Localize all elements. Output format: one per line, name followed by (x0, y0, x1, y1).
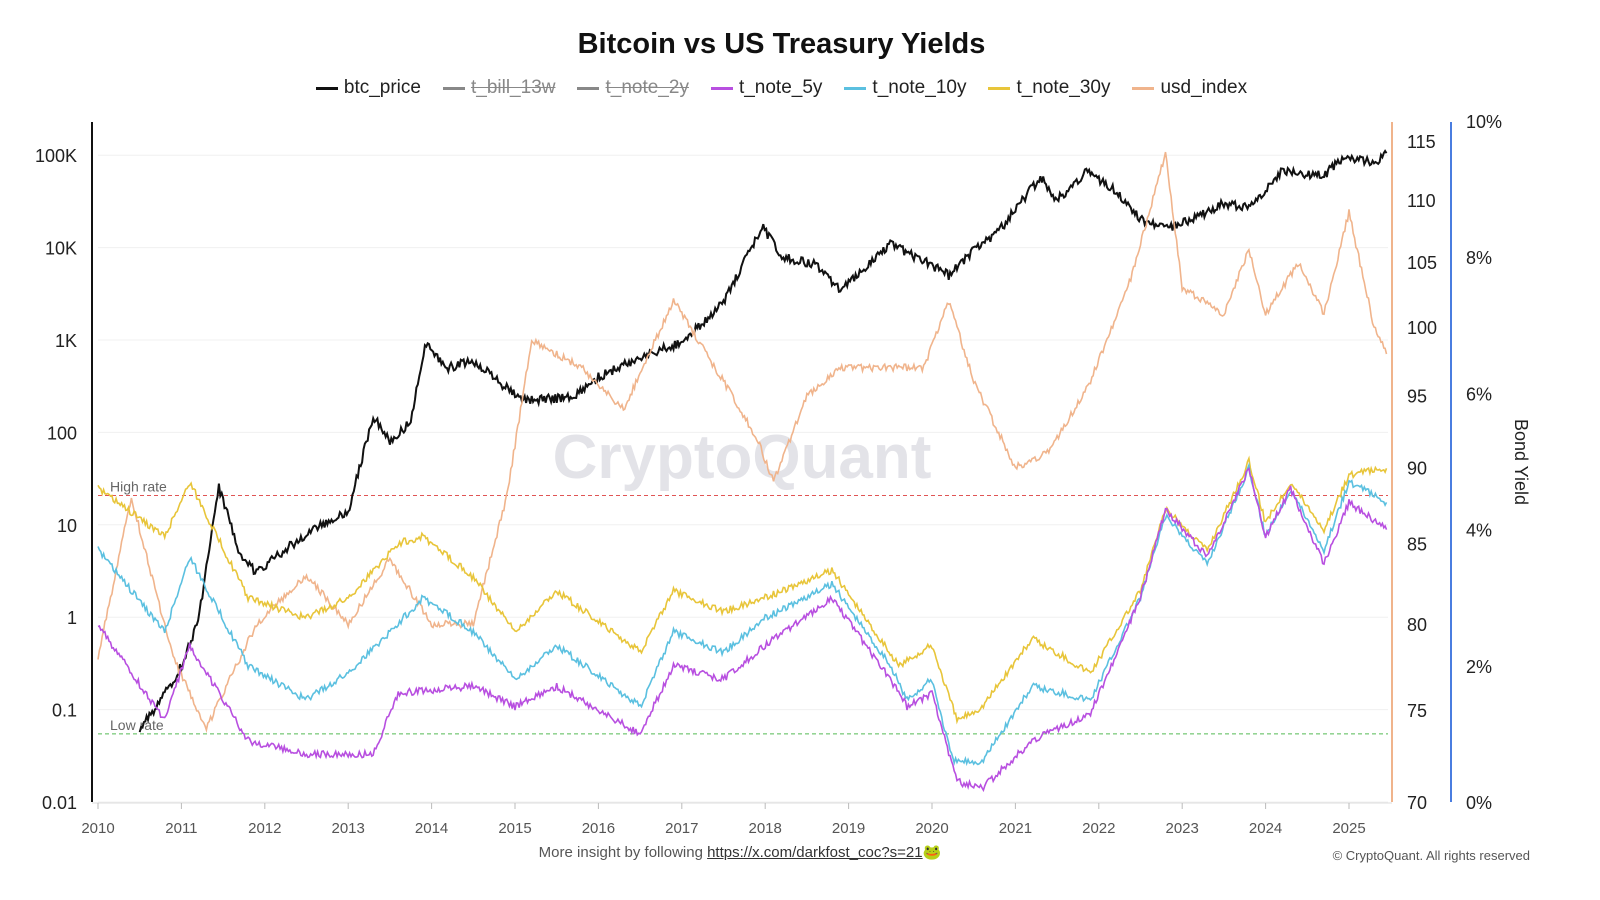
legend-item-t_note_2y[interactable]: t_note_2y (577, 77, 689, 99)
yield-tick-label: 4% (1466, 521, 1492, 541)
x-tick-label: 2021 (999, 820, 1032, 837)
x-tick-label: 2024 (1249, 820, 1282, 837)
legend-label: btc_price (343, 77, 421, 98)
yield-axis-label: Bond Yield (1511, 419, 1531, 505)
legend-item-usd_index[interactable]: usd_index (1132, 77, 1247, 99)
legend-item-t_note_10y[interactable]: t_note_10y (844, 77, 966, 99)
chart-title: Bitcoin vs US Treasury Yields (577, 28, 986, 60)
x-tick-label: 2015 (498, 820, 531, 837)
legend-item-t_note_30y[interactable]: t_note_30y (988, 77, 1110, 99)
copyright: © CryptoQuant. All rights reserved (1332, 848, 1530, 863)
left-tick-label: 0.1 (52, 701, 77, 721)
legend-label: usd_index (1160, 77, 1248, 98)
series-line-usd_index (97, 151, 1388, 734)
x-tick-label: 2012 (248, 820, 281, 837)
usd-tick-label: 90 (1407, 458, 1427, 478)
legend-label: t_note_30y (1016, 77, 1111, 98)
x-tick-label: 2013 (332, 820, 365, 837)
x-tick-label: 2016 (582, 820, 615, 837)
legend-swatch (315, 86, 338, 90)
legend-item-t_bill_13w[interactable]: t_bill_13w (442, 77, 556, 99)
series-line-t_note_5y (97, 467, 1388, 793)
usd-tick-label: 110 (1407, 191, 1436, 211)
usd-tick-label: 100 (1407, 318, 1437, 338)
x-tick-label: 2017 (665, 820, 698, 837)
x-tick-label: 2023 (1166, 820, 1199, 837)
yield-tick-label: 10% (1466, 112, 1502, 132)
watermark: CryptoQuant (553, 423, 932, 492)
usd-tick-label: 80 (1407, 615, 1427, 635)
series-line-btc_price (138, 149, 1388, 733)
x-tick-label: 2011 (165, 820, 197, 837)
x-tick-label: 2010 (81, 820, 114, 837)
usd-tick-label: 70 (1407, 793, 1427, 813)
usd-tick-label: 105 (1407, 253, 1437, 273)
usd-tick-label: 85 (1407, 534, 1427, 554)
legend-swatch (710, 86, 733, 90)
x-tick-label: 2014 (415, 820, 448, 837)
reference-label: High rate (110, 479, 167, 495)
footer-text: More insight by following (538, 844, 708, 861)
x-tick-label: 2022 (1082, 820, 1115, 837)
legend-label: t_note_5y (738, 77, 823, 98)
x-tick-label: 2019 (832, 820, 865, 837)
yield-tick-label: 0% (1466, 793, 1492, 813)
legend-swatch (988, 86, 1011, 90)
left-tick-label: 1 (67, 608, 77, 628)
yield-tick-label: 2% (1466, 657, 1492, 677)
legend-swatch (1132, 86, 1155, 90)
series-line-t_note_10y (97, 462, 1388, 767)
legend-item-t_note_5y[interactable]: t_note_5y (710, 77, 823, 99)
x-tick-label: 2018 (749, 820, 782, 837)
x-tick-label: 2025 (1332, 820, 1365, 837)
left-tick-label: 10 (57, 516, 77, 536)
legend-swatch (844, 86, 867, 90)
left-tick-label: 10K (45, 239, 77, 259)
yield-tick-label: 6% (1466, 384, 1492, 404)
x-tick-label: 2020 (915, 820, 948, 837)
legend-label: t_note_10y (872, 77, 967, 98)
left-tick-label: 100K (35, 146, 77, 166)
left-tick-label: 1K (55, 331, 77, 351)
left-tick-label: 100 (47, 423, 77, 443)
legend-label: t_bill_13w (470, 77, 556, 98)
frog-icon: 🐸 (922, 844, 942, 861)
reference-label: Low rate (110, 717, 164, 733)
legend-label: t_note_2y (605, 77, 689, 98)
legend: btc_price t_bill_13w t_note_2y t_note_5y t_n… (0, 77, 1563, 99)
left-tick-label: 0.01 (42, 793, 77, 813)
series-line-t_note_30y (97, 455, 1388, 725)
legend-swatch (442, 86, 465, 90)
footer: More insight by following https://x.com/… (0, 843, 1480, 861)
footer-link[interactable]: https://x.com/darkfost_coc?s=21 (707, 844, 923, 861)
usd-tick-label: 75 (1407, 701, 1427, 721)
legend-swatch (577, 86, 600, 90)
legend-item-btc_price[interactable]: btc_price (315, 77, 421, 99)
usd-tick-label: 115 (1407, 132, 1436, 152)
usd-tick-label: 95 (1407, 386, 1427, 406)
yield-tick-label: 8% (1466, 248, 1492, 268)
